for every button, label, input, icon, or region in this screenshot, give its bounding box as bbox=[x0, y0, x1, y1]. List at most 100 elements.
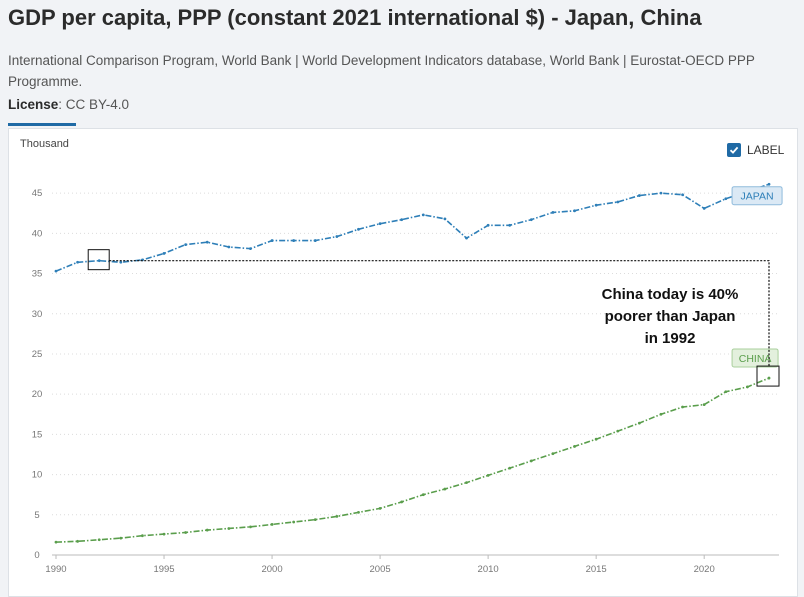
data-point-china bbox=[724, 390, 728, 394]
data-point-china bbox=[205, 528, 209, 532]
annotation-text: China today is 40% bbox=[602, 286, 739, 303]
label-toggle[interactable]: LABEL bbox=[727, 143, 784, 157]
data-point-china bbox=[573, 445, 576, 448]
data-point-china bbox=[767, 376, 771, 380]
y-tick-label: 40 bbox=[32, 228, 43, 239]
y-tick-label: 0 bbox=[34, 550, 39, 561]
data-point-china bbox=[357, 510, 360, 514]
data-point-japan bbox=[335, 235, 339, 238]
highlight-box-japan-1992 bbox=[87, 249, 110, 271]
data-point-japan bbox=[551, 211, 555, 214]
highlight-box-china-2023 bbox=[756, 365, 780, 387]
series-line-china bbox=[55, 377, 770, 543]
data-point-japan bbox=[76, 260, 80, 264]
x-tick-label: 2015 bbox=[586, 564, 607, 575]
data-point-china bbox=[270, 523, 274, 526]
data-point-china bbox=[335, 515, 339, 518]
data-point-china bbox=[421, 493, 425, 497]
data-point-japan bbox=[681, 193, 684, 197]
data-point-japan bbox=[378, 222, 382, 226]
y-tick-label: 25 bbox=[32, 349, 43, 360]
data-point-japan bbox=[184, 243, 188, 246]
y-tick-label: 10 bbox=[32, 470, 43, 481]
x-tick-label: 2010 bbox=[478, 564, 499, 575]
data-point-china bbox=[616, 429, 620, 433]
data-point-china bbox=[76, 539, 80, 543]
data-point-china bbox=[249, 525, 252, 529]
data-point-japan bbox=[724, 197, 728, 201]
annotation-text: poorer than Japan bbox=[605, 308, 736, 325]
x-tick-label: 1995 bbox=[153, 564, 174, 575]
source-text: International Comparison Program, World … bbox=[8, 53, 755, 89]
data-point-japan bbox=[508, 223, 512, 227]
data-point-japan bbox=[443, 217, 447, 221]
data-point-china bbox=[529, 459, 533, 463]
x-tick-label: 2005 bbox=[370, 564, 391, 575]
license-label: License bbox=[8, 97, 59, 112]
y-tick-label: 5 bbox=[34, 510, 39, 521]
data-point-china bbox=[681, 405, 684, 409]
x-tick-label: 1990 bbox=[45, 564, 66, 575]
data-point-japan bbox=[594, 203, 598, 207]
data-point-japan bbox=[421, 213, 425, 217]
series-label-box-japan bbox=[731, 186, 783, 206]
series-label-china: CHINA bbox=[739, 353, 772, 365]
line-chart: 0 5 10 15 20 25 30 35 40 45 1990 1995 2000 2005 2010 20… bbox=[32, 182, 783, 575]
data-point-china bbox=[551, 452, 555, 456]
checkbox-checked-icon[interactable] bbox=[727, 143, 741, 157]
y-tick-label: 20 bbox=[32, 389, 43, 400]
y-tick-label: 45 bbox=[32, 188, 43, 199]
data-point-japan bbox=[767, 182, 771, 186]
license-line: License: CC BY-4.0 bbox=[8, 97, 129, 112]
y-tick-label: 30 bbox=[32, 309, 43, 320]
series-label-box-china bbox=[731, 348, 779, 368]
x-tick-label: 2000 bbox=[261, 564, 282, 575]
y-tick-label: 35 bbox=[32, 269, 43, 280]
data-point-japan bbox=[659, 191, 663, 195]
data-point-china bbox=[292, 520, 296, 524]
data-point-japan bbox=[270, 239, 274, 242]
data-point-japan bbox=[54, 269, 58, 273]
series-label-japan: JAPAN bbox=[741, 191, 774, 203]
data-point-japan bbox=[313, 239, 317, 242]
data-point-china bbox=[119, 536, 123, 540]
data-point-china bbox=[443, 487, 447, 491]
data-point-china bbox=[486, 473, 490, 477]
annotation-text: in 1992 bbox=[645, 330, 696, 347]
data-point-japan bbox=[486, 223, 490, 227]
data-point-japan bbox=[465, 236, 468, 240]
data-point-china bbox=[465, 481, 468, 485]
data-point-china bbox=[400, 500, 404, 504]
data-point-japan bbox=[637, 194, 641, 197]
data-point-china bbox=[702, 403, 706, 407]
data-point-china bbox=[378, 506, 382, 510]
active-tab-indicator bbox=[8, 123, 76, 126]
data-point-china bbox=[227, 527, 231, 530]
data-point-japan bbox=[119, 260, 123, 264]
series-line-japan bbox=[55, 183, 770, 272]
data-point-china bbox=[141, 534, 144, 538]
data-point-japan bbox=[205, 240, 209, 244]
data-point-japan bbox=[702, 207, 706, 210]
data-point-china bbox=[162, 532, 166, 536]
y-tick-label: 15 bbox=[32, 429, 43, 440]
data-point-china bbox=[659, 412, 663, 416]
data-point-china bbox=[745, 385, 749, 389]
data-point-japan bbox=[162, 252, 166, 255]
data-point-japan bbox=[616, 200, 620, 204]
data-point-china bbox=[97, 538, 101, 542]
data-point-japan bbox=[227, 245, 231, 249]
license-value: : CC BY-4.0 bbox=[58, 97, 130, 112]
data-point-china bbox=[313, 518, 317, 522]
data-point-japan bbox=[529, 218, 533, 222]
data-point-china bbox=[54, 540, 58, 544]
data-point-china bbox=[637, 421, 641, 425]
data-point-china bbox=[184, 531, 188, 534]
data-point-japan bbox=[357, 227, 360, 231]
data-point-japan bbox=[249, 247, 252, 251]
page-title: GDP per capita, PPP (constant 2021 inter… bbox=[8, 5, 702, 30]
data-point-china bbox=[594, 437, 598, 441]
data-point-japan bbox=[400, 218, 404, 222]
y-unit-label: Thousand bbox=[20, 138, 69, 150]
data-point-japan bbox=[97, 259, 101, 263]
